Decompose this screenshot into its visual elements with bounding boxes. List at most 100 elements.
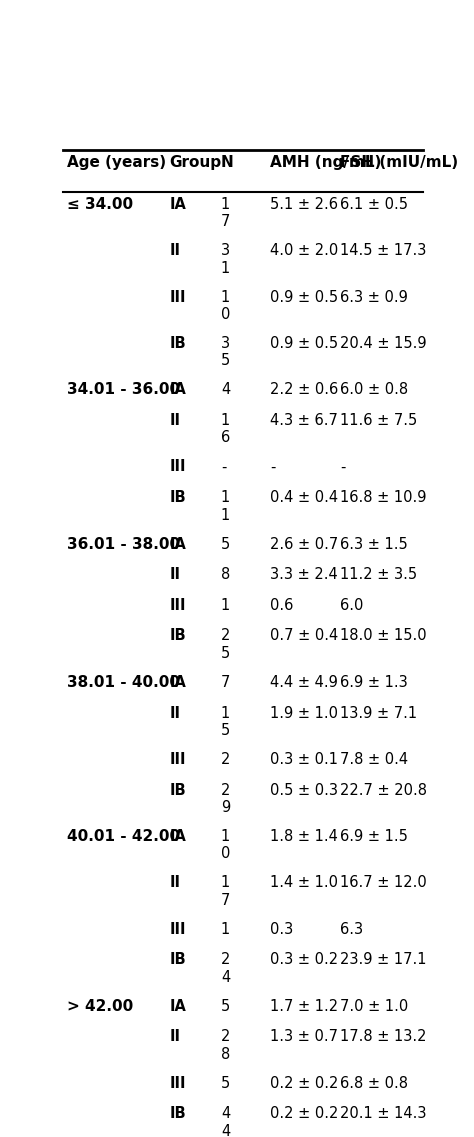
Text: ≤ 34.00: ≤ 34.00 — [66, 197, 133, 211]
Text: IB: IB — [169, 953, 186, 968]
Text: 6.0: 6.0 — [340, 598, 364, 613]
Text: 17.8 ± 13.2: 17.8 ± 13.2 — [340, 1029, 427, 1045]
Text: 5.1 ± 2.6: 5.1 ± 2.6 — [271, 197, 338, 211]
Text: 0.3: 0.3 — [271, 922, 294, 937]
Text: III: III — [169, 752, 186, 767]
Text: 13.9 ± 7.1: 13.9 ± 7.1 — [340, 706, 418, 721]
Text: Age (years): Age (years) — [66, 155, 166, 169]
Text: IB: IB — [169, 337, 186, 351]
Text: 1.3 ± 0.7: 1.3 ± 0.7 — [271, 1029, 338, 1045]
Text: 6.3 ± 1.5: 6.3 ± 1.5 — [340, 537, 408, 551]
Text: 2.6 ± 0.7: 2.6 ± 0.7 — [271, 537, 339, 551]
Text: 1.8 ± 1.4: 1.8 ± 1.4 — [271, 829, 338, 844]
Text: IB: IB — [169, 782, 186, 797]
Text: 38.01 - 40.00: 38.01 - 40.00 — [66, 675, 180, 690]
Text: 6.9 ± 1.5: 6.9 ± 1.5 — [340, 829, 408, 844]
Text: 0.6: 0.6 — [271, 598, 294, 613]
Text: IA: IA — [169, 197, 186, 211]
Text: 20.1 ± 14.3: 20.1 ± 14.3 — [340, 1106, 427, 1121]
Text: 2
5: 2 5 — [221, 629, 230, 661]
Text: 0.7 ± 0.4: 0.7 ± 0.4 — [271, 629, 339, 644]
Text: 3
1: 3 1 — [221, 243, 230, 275]
Text: 1
6: 1 6 — [221, 413, 230, 446]
Text: -: - — [271, 459, 276, 474]
Text: 7.8 ± 0.4: 7.8 ± 0.4 — [340, 752, 409, 767]
Text: 0.3 ± 0.2: 0.3 ± 0.2 — [271, 953, 338, 968]
Text: AMH (ng/mL): AMH (ng/mL) — [271, 155, 382, 169]
Text: 7.0 ± 1.0: 7.0 ± 1.0 — [340, 998, 409, 1014]
Text: 6.3 ± 0.9: 6.3 ± 0.9 — [340, 290, 408, 305]
Text: 2
4: 2 4 — [221, 953, 230, 985]
Text: 23.9 ± 17.1: 23.9 ± 17.1 — [340, 953, 427, 968]
Text: 0.4 ± 0.4: 0.4 ± 0.4 — [271, 490, 338, 505]
Text: 0.5 ± 0.3: 0.5 ± 0.3 — [271, 782, 338, 797]
Text: IA: IA — [169, 998, 186, 1014]
Text: 2.2 ± 0.6: 2.2 ± 0.6 — [271, 382, 339, 398]
Text: 1
0: 1 0 — [221, 829, 230, 862]
Text: III: III — [169, 459, 186, 474]
Text: II: II — [169, 243, 181, 258]
Text: III: III — [169, 598, 186, 613]
Text: 1: 1 — [221, 598, 230, 613]
Text: FSH (mIU/mL): FSH (mIU/mL) — [340, 155, 458, 169]
Text: 18.0 ± 15.0: 18.0 ± 15.0 — [340, 629, 427, 644]
Text: 2
9: 2 9 — [221, 782, 230, 815]
Text: 5: 5 — [221, 998, 230, 1014]
Text: 0.9 ± 0.5: 0.9 ± 0.5 — [271, 290, 338, 305]
Text: 1
5: 1 5 — [221, 706, 230, 738]
Text: -: - — [221, 459, 226, 474]
Text: 6.1 ± 0.5: 6.1 ± 0.5 — [340, 197, 408, 211]
Text: 0.2 ± 0.2: 0.2 ± 0.2 — [271, 1106, 339, 1121]
Text: III: III — [169, 1076, 186, 1090]
Text: 1.9 ± 1.0: 1.9 ± 1.0 — [271, 706, 338, 721]
Text: 11.6 ± 7.5: 11.6 ± 7.5 — [340, 413, 418, 429]
Text: 16.8 ± 10.9: 16.8 ± 10.9 — [340, 490, 427, 505]
Text: 6.0 ± 0.8: 6.0 ± 0.8 — [340, 382, 409, 398]
Text: 6.3: 6.3 — [340, 922, 364, 937]
Text: 34.01 - 36.00: 34.01 - 36.00 — [66, 382, 180, 398]
Text: 0.2 ± 0.2: 0.2 ± 0.2 — [271, 1076, 339, 1090]
Text: 20.4 ± 15.9: 20.4 ± 15.9 — [340, 337, 427, 351]
Text: 3.3 ± 2.4: 3.3 ± 2.4 — [271, 567, 338, 582]
Text: 4
4: 4 4 — [221, 1106, 230, 1137]
Text: 2: 2 — [221, 752, 230, 767]
Text: III: III — [169, 922, 186, 937]
Text: 1: 1 — [221, 922, 230, 937]
Text: 16.7 ± 12.0: 16.7 ± 12.0 — [340, 875, 427, 890]
Text: II: II — [169, 567, 181, 582]
Text: 6.9 ± 1.3: 6.9 ± 1.3 — [340, 675, 408, 690]
Text: III: III — [169, 290, 186, 305]
Text: IA: IA — [169, 537, 186, 551]
Text: 1.4 ± 1.0: 1.4 ± 1.0 — [271, 875, 338, 890]
Text: 5: 5 — [221, 1076, 230, 1090]
Text: IA: IA — [169, 675, 186, 690]
Text: 7: 7 — [221, 675, 230, 690]
Text: IA: IA — [169, 382, 186, 398]
Text: 4: 4 — [221, 382, 230, 398]
Text: 4.0 ± 2.0: 4.0 ± 2.0 — [271, 243, 339, 258]
Text: II: II — [169, 875, 181, 890]
Text: 4.3 ± 6.7: 4.3 ± 6.7 — [271, 413, 338, 429]
Text: IB: IB — [169, 629, 186, 644]
Text: II: II — [169, 706, 181, 721]
Text: 1
7: 1 7 — [221, 197, 230, 230]
Text: IA: IA — [169, 829, 186, 844]
Text: IB: IB — [169, 1106, 186, 1121]
Text: 14.5 ± 17.3: 14.5 ± 17.3 — [340, 243, 427, 258]
Text: 11.2 ± 3.5: 11.2 ± 3.5 — [340, 567, 418, 582]
Text: -: - — [340, 459, 346, 474]
Text: > 42.00: > 42.00 — [66, 998, 133, 1014]
Text: Group: Group — [169, 155, 221, 169]
Text: 8: 8 — [221, 567, 230, 582]
Text: 22.7 ± 20.8: 22.7 ± 20.8 — [340, 782, 427, 797]
Text: 6.8 ± 0.8: 6.8 ± 0.8 — [340, 1076, 408, 1090]
Text: IB: IB — [169, 490, 186, 505]
Text: 2
8: 2 8 — [221, 1029, 230, 1062]
Text: II: II — [169, 1029, 181, 1045]
Text: 0.9 ± 0.5: 0.9 ± 0.5 — [271, 337, 338, 351]
Text: II: II — [169, 413, 181, 429]
Text: 36.01 - 38.00: 36.01 - 38.00 — [66, 537, 180, 551]
Text: 1
7: 1 7 — [221, 875, 230, 907]
Text: 0.3 ± 0.1: 0.3 ± 0.1 — [271, 752, 338, 767]
Text: 1
1: 1 1 — [221, 490, 230, 523]
